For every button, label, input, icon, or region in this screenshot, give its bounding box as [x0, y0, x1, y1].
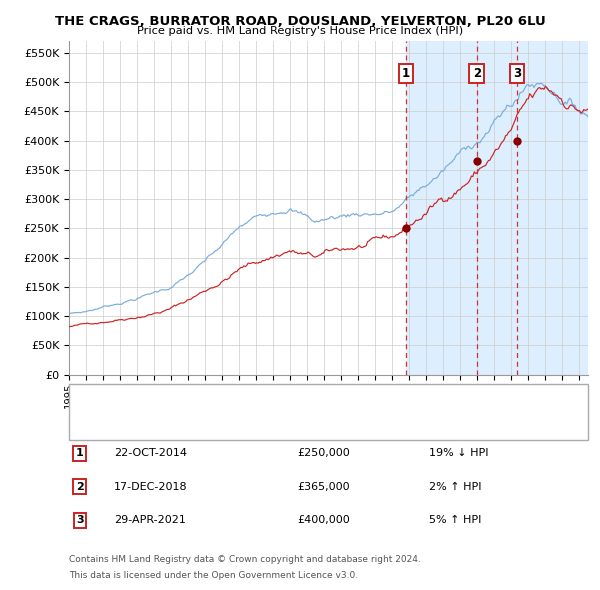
- Text: HPI: Average price, detached house, West Devon: HPI: Average price, detached house, West…: [120, 421, 364, 431]
- Text: 1: 1: [402, 67, 410, 80]
- Text: 3: 3: [513, 67, 521, 80]
- Text: Contains HM Land Registry data © Crown copyright and database right 2024.: Contains HM Land Registry data © Crown c…: [69, 555, 421, 563]
- Text: 2% ↑ HPI: 2% ↑ HPI: [429, 482, 482, 491]
- Text: Price paid vs. HM Land Registry's House Price Index (HPI): Price paid vs. HM Land Registry's House …: [137, 26, 463, 36]
- Text: 1: 1: [76, 448, 83, 458]
- Text: 19% ↓ HPI: 19% ↓ HPI: [429, 448, 488, 458]
- Text: 2: 2: [76, 482, 83, 491]
- Text: 2: 2: [473, 67, 481, 80]
- Text: 17-DEC-2018: 17-DEC-2018: [114, 482, 188, 491]
- Text: £365,000: £365,000: [297, 482, 350, 491]
- Text: THE CRAGS, BURRATOR ROAD, DOUSLAND, YELVERTON, PL20 6LU: THE CRAGS, BURRATOR ROAD, DOUSLAND, YELV…: [55, 15, 545, 28]
- Text: £250,000: £250,000: [297, 448, 350, 458]
- Text: 29-APR-2021: 29-APR-2021: [114, 516, 186, 525]
- Text: 22-OCT-2014: 22-OCT-2014: [114, 448, 187, 458]
- Bar: [406, 41, 588, 375]
- Text: 5% ↑ HPI: 5% ↑ HPI: [429, 516, 481, 525]
- Text: THE CRAGS, BURRATOR ROAD, DOUSLAND, YELVERTON, PL20 6LU (detached house): THE CRAGS, BURRATOR ROAD, DOUSLAND, YELV…: [120, 395, 540, 405]
- Text: £400,000: £400,000: [297, 516, 350, 525]
- Text: 3: 3: [76, 516, 83, 525]
- Text: This data is licensed under the Open Government Licence v3.0.: This data is licensed under the Open Gov…: [69, 571, 358, 580]
